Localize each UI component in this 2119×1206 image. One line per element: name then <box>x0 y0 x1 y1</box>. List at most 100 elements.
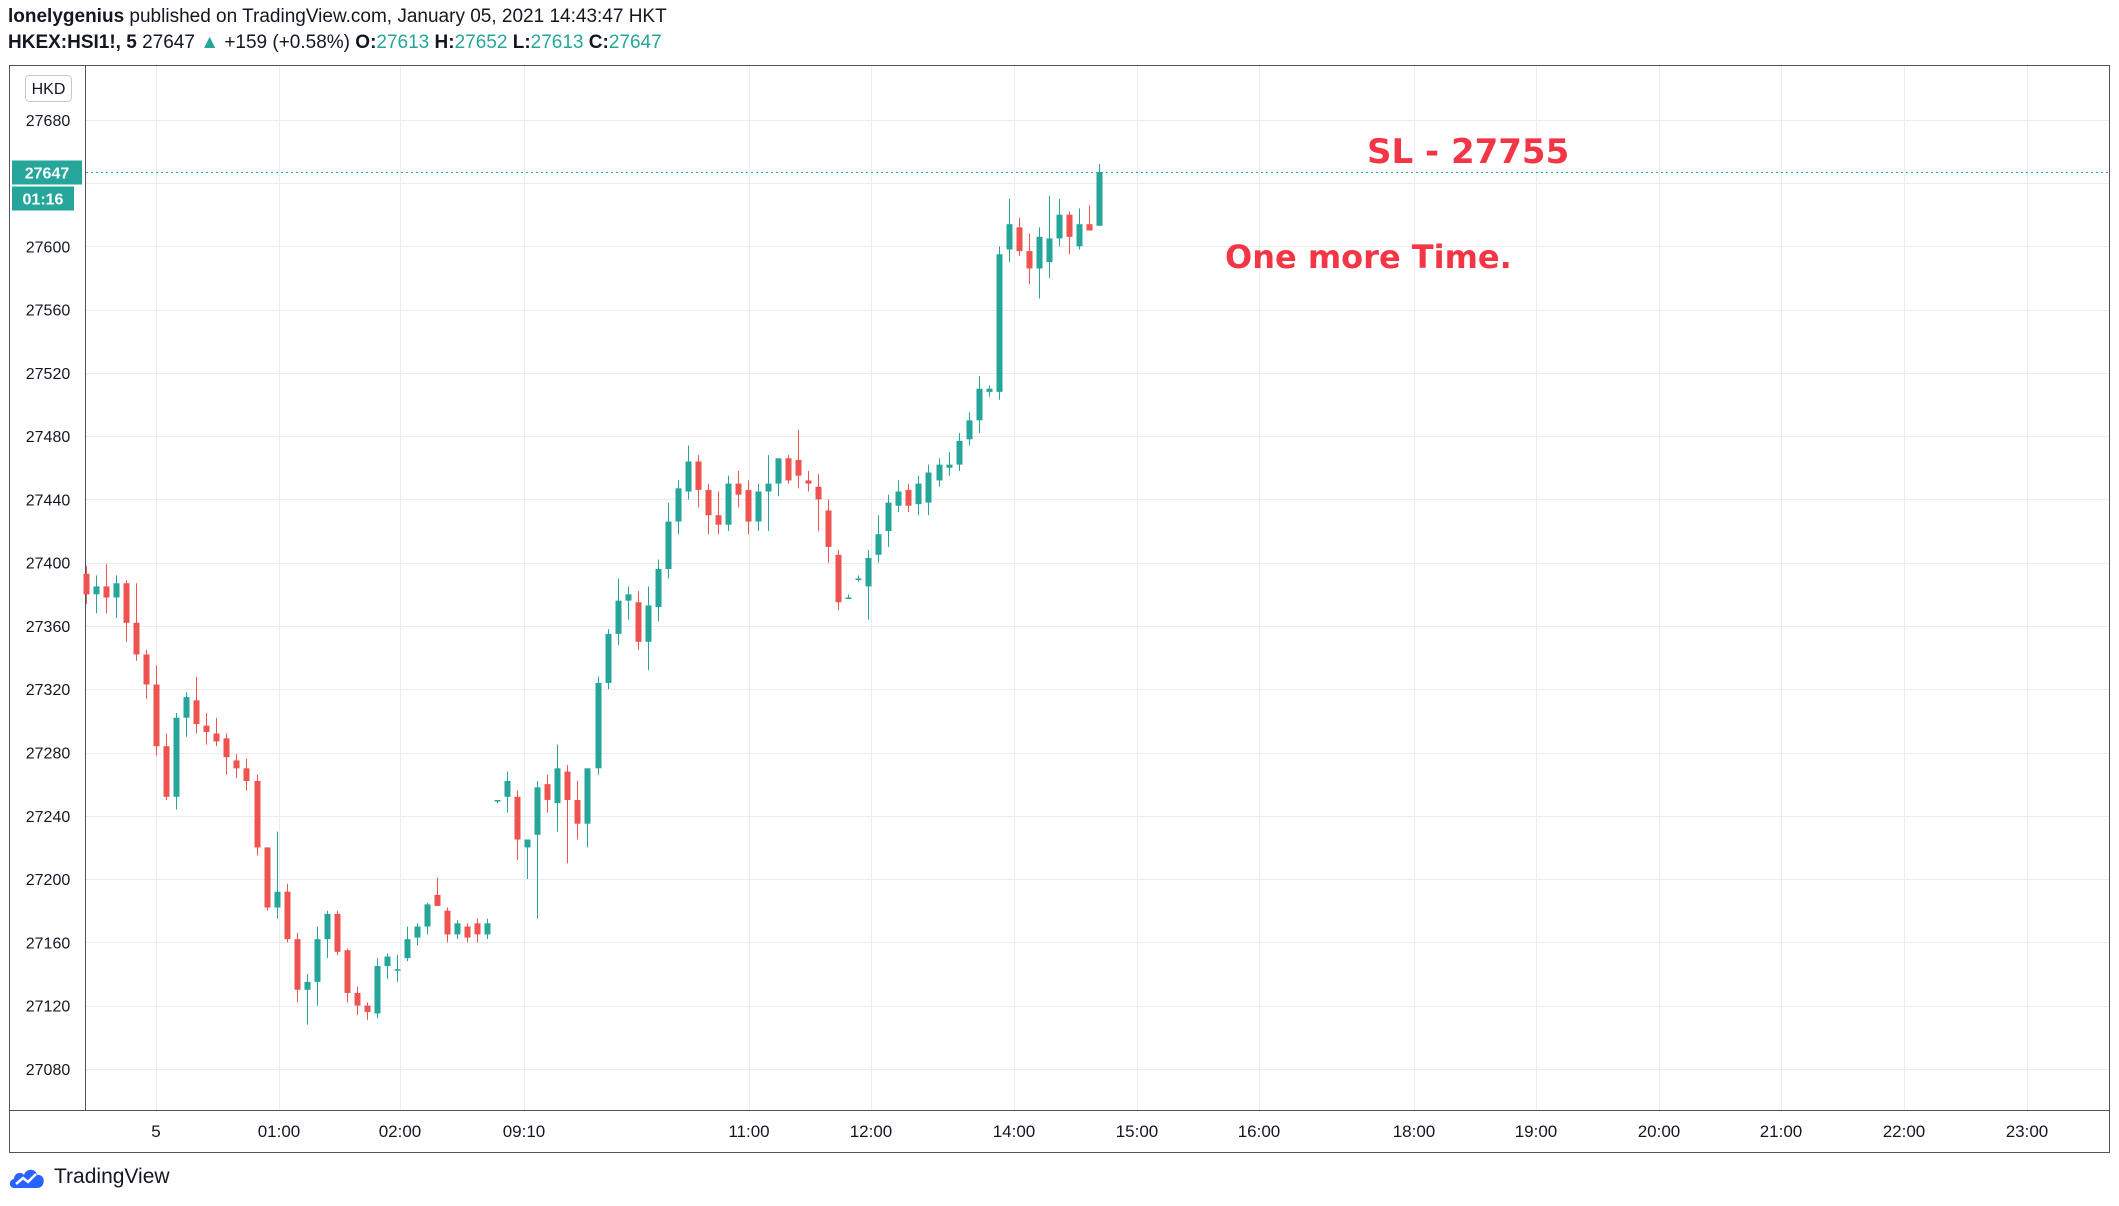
candle[interactable] <box>845 594 852 599</box>
candle[interactable] <box>314 926 321 1006</box>
candle[interactable] <box>274 831 281 919</box>
candle[interactable] <box>936 458 943 487</box>
candle[interactable] <box>153 665 160 756</box>
candle[interactable] <box>474 918 481 943</box>
candle[interactable] <box>173 712 180 810</box>
candle[interactable] <box>785 455 792 484</box>
candle[interactable] <box>203 712 210 745</box>
candle[interactable] <box>294 932 301 1003</box>
candle[interactable] <box>1086 205 1093 231</box>
tradingview-logo[interactable]: TradingView <box>8 1164 170 1190</box>
candle[interactable] <box>775 458 782 497</box>
candle[interactable] <box>264 847 271 911</box>
candle[interactable] <box>675 480 682 535</box>
candle[interactable] <box>655 559 662 622</box>
candle[interactable] <box>956 432 963 471</box>
candle[interactable] <box>625 586 632 620</box>
candle[interactable] <box>1076 208 1083 250</box>
candle[interactable] <box>825 499 832 563</box>
candle[interactable] <box>855 575 862 582</box>
candle[interactable] <box>915 475 922 516</box>
candle[interactable] <box>223 733 230 775</box>
candle[interactable] <box>735 470 742 508</box>
candle[interactable] <box>324 910 331 959</box>
candle[interactable] <box>1036 227 1043 299</box>
candle[interactable] <box>424 902 431 935</box>
candle[interactable] <box>665 502 672 579</box>
candle[interactable] <box>584 768 591 848</box>
candle[interactable] <box>163 733 170 800</box>
candle[interactable] <box>103 564 110 614</box>
author-name[interactable]: lonelygenius <box>8 6 125 27</box>
candle[interactable] <box>494 799 501 804</box>
candle[interactable] <box>905 483 912 513</box>
candle[interactable] <box>795 429 802 489</box>
candle[interactable] <box>454 920 461 940</box>
candle[interactable] <box>334 910 341 955</box>
candle[interactable] <box>685 445 692 500</box>
candle[interactable] <box>344 948 351 1003</box>
candle[interactable] <box>885 494 892 547</box>
candle[interactable] <box>1056 198 1063 247</box>
candle[interactable] <box>865 550 872 620</box>
candle[interactable] <box>504 771 511 813</box>
candle[interactable] <box>254 774 261 856</box>
candle[interactable] <box>1066 211 1073 255</box>
candle[interactable] <box>574 780 581 840</box>
candle[interactable] <box>384 953 391 979</box>
candle[interactable] <box>835 550 842 611</box>
candle[interactable] <box>1046 195 1053 278</box>
candle[interactable] <box>564 765 571 864</box>
candle[interactable] <box>765 455 772 532</box>
candle[interactable] <box>996 246 1003 400</box>
candle[interactable] <box>554 744 561 832</box>
candle[interactable] <box>374 958 381 1019</box>
candle[interactable] <box>243 758 250 791</box>
candle[interactable] <box>986 385 993 397</box>
candle[interactable] <box>484 918 491 940</box>
candle[interactable] <box>183 692 190 737</box>
candle[interactable] <box>233 754 240 778</box>
candle[interactable] <box>875 515 882 563</box>
candle[interactable] <box>213 717 220 747</box>
candle[interactable] <box>534 780 541 919</box>
candle[interactable] <box>364 1002 371 1020</box>
candles[interactable] <box>83 164 1103 1025</box>
candle[interactable] <box>815 474 822 532</box>
candle[interactable] <box>725 475 732 532</box>
candle[interactable] <box>595 676 602 775</box>
candle[interactable] <box>304 973 311 1025</box>
candle[interactable] <box>1096 164 1103 226</box>
candle[interactable] <box>404 926 411 962</box>
price-axis[interactable]: 27680 27600 27560 27520 27480 27440 27400 27360… <box>26 113 71 1079</box>
currency-badge[interactable]: HKD <box>25 75 72 102</box>
candle[interactable] <box>1006 198 1013 263</box>
candle[interactable] <box>123 580 130 642</box>
candle[interactable] <box>895 480 902 513</box>
candle[interactable] <box>966 412 973 446</box>
candle[interactable] <box>414 923 421 946</box>
candle[interactable] <box>605 629 612 690</box>
candle[interactable] <box>745 480 752 535</box>
candle[interactable] <box>695 455 702 508</box>
candle[interactable] <box>715 491 722 535</box>
candle[interactable] <box>946 451 953 476</box>
candle[interactable] <box>1016 217 1023 256</box>
candle[interactable] <box>143 649 150 699</box>
candle[interactable] <box>1026 233 1033 285</box>
candle[interactable] <box>635 591 642 650</box>
candle[interactable] <box>805 470 812 492</box>
candle[interactable] <box>394 954 401 982</box>
time-axis[interactable]: 5 01:00 02:00 09:10 11:00 12:00 14:00 15:00 16:0… <box>151 1122 2048 1141</box>
candle[interactable] <box>193 676 200 734</box>
candle[interactable] <box>925 464 932 516</box>
candle[interactable] <box>544 774 551 813</box>
candle[interactable] <box>755 483 762 532</box>
candle[interactable] <box>524 839 531 880</box>
candle[interactable] <box>645 586 652 671</box>
candle[interactable] <box>705 483 712 535</box>
candle[interactable] <box>354 986 361 1016</box>
candle[interactable] <box>83 565 90 604</box>
candle[interactable] <box>464 923 471 943</box>
